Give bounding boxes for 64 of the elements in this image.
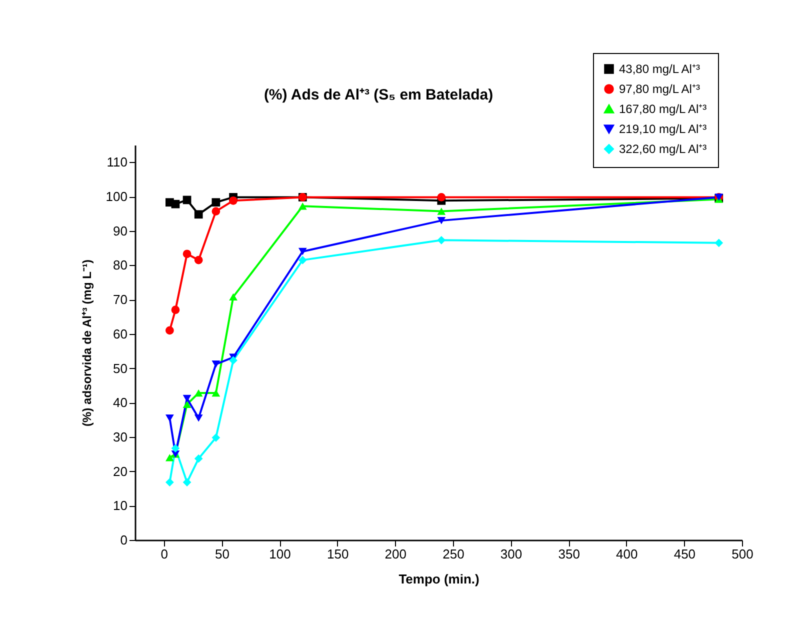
x-tick-label: 400	[616, 546, 638, 562]
y-tick-label: 100	[106, 189, 128, 204]
x-tick-label: 250	[442, 546, 464, 562]
x-tick-label: 500	[732, 546, 754, 562]
point	[212, 389, 220, 397]
legend-label: 322,60 mg/L Al⁺³	[619, 142, 707, 156]
point	[166, 414, 174, 422]
point	[194, 256, 203, 264]
y-tick-label: 80	[113, 258, 128, 273]
point	[437, 193, 446, 202]
x-axis-title: Tempo (min.)	[398, 572, 480, 586]
y-tick-label: 110	[106, 154, 128, 170]
point	[298, 248, 307, 256]
y-tick-label: 40	[113, 395, 128, 410]
y-tick-label: 90	[113, 223, 128, 238]
y-tick-label: 10	[113, 498, 128, 514]
point	[171, 200, 180, 208]
y-tick-label: 50	[113, 360, 128, 376]
point	[194, 414, 203, 422]
x-tick-label: 100	[269, 546, 291, 562]
point	[182, 400, 192, 408]
point	[298, 256, 307, 264]
legend-label: 219,10 mg/L Al⁺³	[619, 122, 707, 136]
y-tick-label: 70	[113, 292, 128, 308]
y-tick-label: 60	[113, 326, 128, 342]
point	[171, 306, 180, 314]
point	[298, 202, 307, 210]
y-tick-label: 0	[120, 532, 128, 548]
point	[229, 196, 238, 205]
point	[194, 210, 203, 219]
point	[182, 250, 192, 258]
legend-label: 43,80 mg/L Al⁺³	[619, 62, 700, 76]
point	[714, 238, 724, 248]
y-tick-label: 20	[113, 464, 128, 479]
x-tick-label: 350	[558, 546, 580, 562]
x-tick-label: 200	[384, 546, 406, 562]
point	[182, 394, 192, 402]
point	[437, 208, 446, 215]
point	[182, 196, 192, 204]
point	[212, 433, 220, 442]
point	[166, 478, 174, 486]
x-tick-label: 150	[326, 546, 349, 562]
point	[229, 293, 238, 300]
y-tick-label: 30	[113, 429, 128, 444]
x-tick-label: 300	[500, 546, 522, 562]
point	[212, 198, 220, 207]
point	[182, 478, 192, 486]
point	[437, 236, 446, 244]
legend-label: 167,80 mg/L Al⁺³	[619, 102, 707, 116]
x-tick-label: 50	[214, 546, 230, 562]
point	[194, 454, 203, 463]
point	[437, 216, 446, 224]
chart-title: (%) Ads de Al⁺³ (S₅ em Batelada)	[264, 86, 494, 104]
point	[194, 389, 203, 397]
y-axis-title: (%) adsorvida de Al⁺³ (mg L⁻¹)	[80, 260, 94, 426]
point	[166, 326, 174, 335]
point	[171, 444, 180, 452]
x-tick-label: 0	[160, 546, 168, 562]
x-tick-label: 450	[674, 546, 696, 562]
point	[212, 207, 220, 216]
point	[166, 454, 174, 462]
point	[212, 360, 220, 368]
legend-label: 97,80 mg/L Al⁺³	[619, 82, 700, 96]
point	[229, 356, 238, 365]
